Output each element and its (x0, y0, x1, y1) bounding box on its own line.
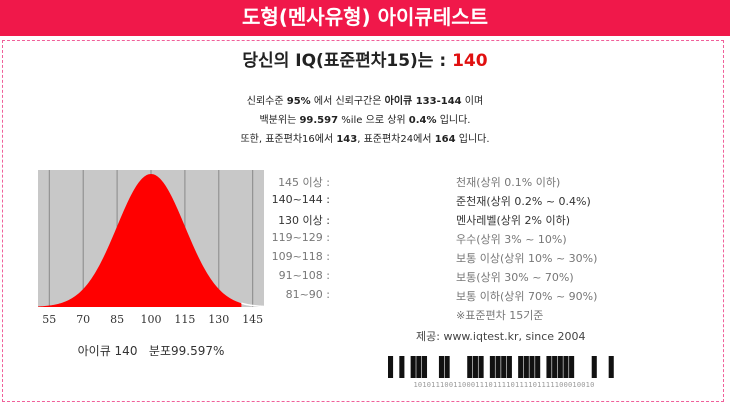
barcode-bar (416, 356, 422, 378)
x-tick-label: 130 (208, 313, 229, 326)
info-text: 에서 신뢰구간은 (310, 96, 385, 107)
result-frame (2, 40, 724, 402)
legend-range: 91~108 : (278, 269, 330, 282)
barcode-bar (546, 356, 552, 378)
legend-range: 130 이상 : (278, 214, 330, 227)
info-text: 입니다. (455, 134, 490, 145)
barcode-bar (518, 356, 524, 378)
barcode-bar (535, 356, 541, 378)
barcode-bar (501, 356, 507, 378)
x-tick-label: 115 (174, 313, 195, 326)
legend-note-text: ※표준편차 15기준 (456, 309, 544, 322)
legend-label: 보통(상위 30% ~ 70%) (456, 271, 574, 284)
confidence-level: 95% (286, 96, 311, 107)
iq-result-headline: 당신의 IQ(표준편차15)는 : 140 (0, 46, 730, 71)
x-tick-label: 145 (242, 313, 263, 326)
legend-range: 145 이상 : (278, 176, 330, 189)
barcode-bar (467, 356, 473, 378)
sd24-score: 164 (434, 134, 456, 145)
top-percent: 0.4% (408, 115, 437, 126)
distribution-area (38, 174, 242, 307)
info-text: %ile 으로 상위 (338, 115, 409, 126)
caption-percentile: 분포99.597% (148, 344, 225, 358)
barcode-bar (472, 356, 478, 378)
barcode-digits: 1010111001100011101111011110111110001001… (413, 381, 595, 389)
headline-prefix: 당신의 IQ(표준편차15)는 : (242, 51, 453, 71)
legend-label: 보통 이상(상위 10% ~ 30%) (456, 252, 598, 265)
percentile-line: 백분위는 99.597 %ile 으로 상위 0.4% 입니다. (0, 111, 730, 126)
axis-band (38, 307, 264, 333)
confidence-line: 신뢰수준 95% 에서 신뢰구간은 아이큐 133-144 이며 (0, 92, 730, 107)
legend-label: 준천재(상위 0.2% ~ 0.4%) (456, 195, 591, 208)
barcode-image (388, 356, 614, 378)
barcode-bar (591, 356, 597, 378)
chart-caption: 아이큐 140 분포99.597% (38, 342, 264, 359)
app-title-bar: 도형(멘사유형) 아이큐테스트 (0, 0, 730, 36)
barcode-bar (608, 356, 614, 378)
legend-label: 보통 이하(상위 70% ~ 90%) (456, 290, 598, 303)
barcode-bar (506, 356, 512, 378)
barcode-bar (552, 356, 558, 378)
distribution-tail (241, 302, 265, 308)
x-tick-label: 100 (141, 313, 162, 326)
info-text: 또한, 표준편차16에서 (240, 134, 337, 145)
barcode-bar (438, 356, 445, 378)
barcode-bar (388, 356, 394, 378)
barcode-bar (399, 356, 405, 378)
barcode-bar (489, 356, 495, 378)
info-text: 백분위는 (259, 115, 300, 126)
x-tick-label: 55 (42, 313, 56, 326)
legend-range: 119~129 : (271, 231, 330, 244)
info-text: 이며 (461, 96, 484, 107)
barcode-bar (557, 356, 563, 378)
info-text: 입니다. (436, 115, 471, 126)
alt-sd-line: 또한, 표준편차16에서 143, 표준편차24에서 164 입니다. (0, 130, 730, 145)
legend-range: 140~144 : (271, 193, 330, 206)
barcode-bar (478, 356, 484, 378)
barcode-bar (569, 356, 575, 378)
barcode-bar (421, 356, 428, 378)
barcode-bar (529, 356, 535, 378)
info-text: , 표준편차24에서 (357, 134, 435, 145)
info-text: 신뢰수준 (246, 96, 287, 107)
barcode-bar (410, 356, 416, 378)
legend-label: 천재(상위 0.1% 이하) (456, 176, 561, 189)
confidence-interval: 아이큐 133-144 (384, 96, 462, 107)
legend-label: 우수(상위 3% ~ 10%) (456, 233, 567, 246)
barcode-bar (444, 356, 450, 378)
barcode-bar (523, 356, 529, 378)
barcode-bar (563, 356, 569, 378)
legend-range: 109~118 : (271, 250, 330, 263)
caption-score: 아이큐 140 (77, 344, 138, 358)
barcode-bar (495, 356, 501, 378)
app-title: 도형(멘사유형) 아이큐테스트 (241, 5, 489, 29)
legend-label: 멘사레벨(상위 2% 이하) (456, 214, 570, 227)
distribution-chart-svg: 55 70 85 100 115 130 145 (38, 170, 265, 333)
x-tick-label: 70 (76, 313, 90, 326)
legend-range: 81~90 : (285, 288, 330, 301)
percentile-value: 99.597 (299, 115, 339, 126)
sd16-score: 143 (336, 134, 358, 145)
x-tick-label: 85 (110, 313, 124, 326)
iq-score: 140 (452, 51, 488, 71)
provider-credit: 제공: www.iqtest.kr, since 2004 (416, 330, 586, 343)
distribution-chart: 55 70 85 100 115 130 145 (38, 170, 265, 333)
